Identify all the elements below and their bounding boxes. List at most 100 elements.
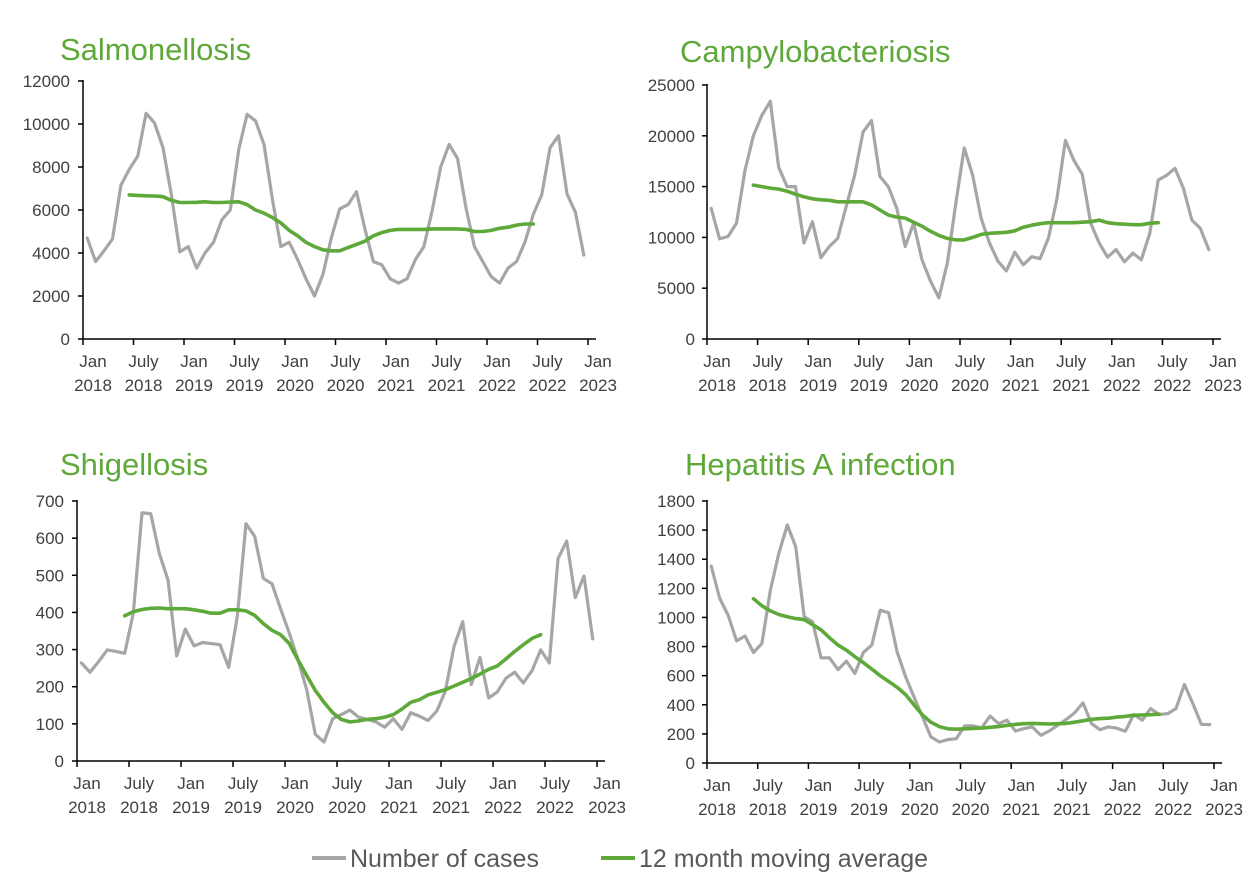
- x-tick-label: July 2019: [850, 776, 888, 819]
- x-tick-label-line: 2019: [799, 800, 837, 819]
- x-tick-label: Jan 2022: [1103, 352, 1141, 395]
- x-tick-label-line: 2023: [579, 376, 617, 395]
- x-tick-label-line: Jan: [906, 776, 933, 795]
- y-tick-label: 1200: [657, 579, 695, 598]
- legend: Number of cases 12 month moving average: [312, 845, 928, 873]
- y-tick-label: 6000: [32, 201, 70, 220]
- x-tick-label-line: July: [128, 352, 159, 371]
- x-tick-label-line: Jan: [385, 774, 412, 793]
- x-tick-label-line: 2018: [68, 798, 106, 817]
- x-tick-label-line: 2020: [951, 376, 989, 395]
- x-tick-label-line: July: [330, 352, 361, 371]
- x-tick-label-line: 2021: [377, 376, 415, 395]
- x-tick-label-line: 2023: [1204, 376, 1242, 395]
- x-tick-label: Jan 2019: [799, 776, 837, 819]
- x-tick-label: July 2022: [529, 352, 567, 395]
- x-tick-label-line: July: [955, 776, 986, 795]
- x-tick-label-line: July: [436, 774, 467, 793]
- x-tick-label: Jan 2018: [74, 352, 112, 395]
- x-tick-label-line: Jan: [703, 352, 730, 371]
- x-tick-label: Jan 2021: [1002, 776, 1040, 819]
- series-cases-points: [711, 525, 1210, 742]
- x-tick-label: Jan 2022: [478, 352, 516, 395]
- series-moving-average-line: [751, 596, 1161, 732]
- x-tick-label-line: July: [1158, 776, 1189, 795]
- panel-title: Shigellosis: [60, 447, 208, 482]
- y-tick-label: 4000: [32, 244, 70, 263]
- series-cases-line: [709, 523, 1212, 744]
- series-moving-average-points: [753, 599, 1159, 730]
- x-tick-label: Jan 2018: [698, 776, 736, 819]
- y-tick-label: 300: [36, 641, 64, 660]
- x-tick-label-line: 2018: [698, 800, 736, 819]
- y-tick-label: 2000: [32, 287, 70, 306]
- y-tick-label: 1800: [657, 492, 695, 511]
- x-tick-label-line: Jan: [593, 774, 620, 793]
- x-tick-label-line: 2022: [1103, 376, 1141, 395]
- panels: Salmonellosis020004000600080001000012000…: [23, 32, 1243, 819]
- x-tick-label-line: 2021: [432, 798, 470, 817]
- series-cases-line: [79, 511, 595, 744]
- y-tick-label: 20000: [648, 127, 695, 146]
- x-tick-label-line: Jan: [906, 352, 933, 371]
- x-tick-label: July 2022: [536, 774, 574, 817]
- x-tick-label-line: Jan: [483, 352, 510, 371]
- x-tick-label: Jan 2023: [588, 774, 626, 817]
- x-tick-label-line: Jan: [1108, 352, 1135, 371]
- x-tick-label-line: 2021: [1002, 800, 1040, 819]
- x-tick-label-line: Jan: [805, 776, 832, 795]
- x-tick-label-line: 2020: [328, 798, 366, 817]
- y-tick-label: 15000: [648, 178, 695, 197]
- x-tick-label-line: 2020: [900, 376, 938, 395]
- x-tick-label-line: 2018: [749, 376, 787, 395]
- y-tick-label: 400: [36, 603, 64, 622]
- x-tick-label: Jan 2020: [900, 352, 938, 395]
- x-tick-label-line: 2019: [224, 798, 262, 817]
- legend-cases-label: Number of cases: [350, 845, 539, 873]
- y-tick-label: 8000: [32, 158, 70, 177]
- y-tick-label: 1400: [657, 550, 695, 569]
- x-tick-label: July 2020: [951, 352, 989, 395]
- y-tick-label: 700: [36, 492, 64, 511]
- x-tick-label-line: 2021: [1002, 376, 1040, 395]
- x-tick-label: Jan 2018: [698, 352, 736, 395]
- x-tick-label-line: July: [124, 774, 155, 793]
- x-tick-label-line: 2018: [698, 376, 736, 395]
- y-tick-label: 100: [36, 715, 64, 734]
- panel-title: Salmonellosis: [60, 32, 251, 67]
- y-tick-label: 200: [667, 725, 695, 744]
- x-tick-label-line: 2020: [276, 798, 314, 817]
- x-tick-label-line: July: [1057, 776, 1088, 795]
- panel-1: Campylobacteriosis 0 5000 10000 15000 20000 25…: [648, 34, 1242, 395]
- x-tick-label: Jan 2021: [380, 774, 418, 817]
- x-tick-label-line: 2019: [799, 376, 837, 395]
- x-tick-label: Jan 2018: [68, 774, 106, 817]
- x-tick-label-line: 2019: [850, 800, 888, 819]
- x-tick-label-line: 2020: [952, 800, 990, 819]
- x-tick-label: July 2019: [224, 774, 262, 817]
- x-tick-label-line: July: [854, 776, 885, 795]
- x-tick-label: Jan 2020: [276, 774, 314, 817]
- panel-title: Campylobacteriosis: [680, 34, 951, 69]
- x-tick-label-line: July: [752, 352, 783, 371]
- x-tick-label-line: 2022: [1154, 800, 1192, 819]
- x-tick-label-line: 2020: [901, 800, 939, 819]
- series-cases-line: [709, 99, 1211, 300]
- x-tick-label-line: 2022: [536, 798, 574, 817]
- x-tick-label: July 2018: [749, 352, 787, 395]
- x-tick-label-line: Jan: [180, 352, 207, 371]
- x-tick-label: July 2020: [952, 776, 990, 819]
- x-tick-label: Jan 2021: [377, 352, 415, 395]
- x-tick-label-line: 2022: [478, 376, 516, 395]
- x-tick-label-line: Jan: [73, 774, 100, 793]
- x-tick-label: July 2021: [1052, 352, 1090, 395]
- x-tick-label-line: Jan: [281, 774, 308, 793]
- x-tick-label: Jan 2021: [1002, 352, 1040, 395]
- x-tick-label-line: Jan: [1007, 776, 1034, 795]
- series-cases-line: [85, 111, 586, 298]
- y-tick-label: 12000: [23, 72, 70, 91]
- x-tick-label-line: Jan: [1210, 776, 1237, 795]
- series-moving-average-line: [751, 183, 1160, 242]
- x-tick-label-line: July: [431, 352, 462, 371]
- x-tick-label: Jan 2022: [484, 774, 522, 817]
